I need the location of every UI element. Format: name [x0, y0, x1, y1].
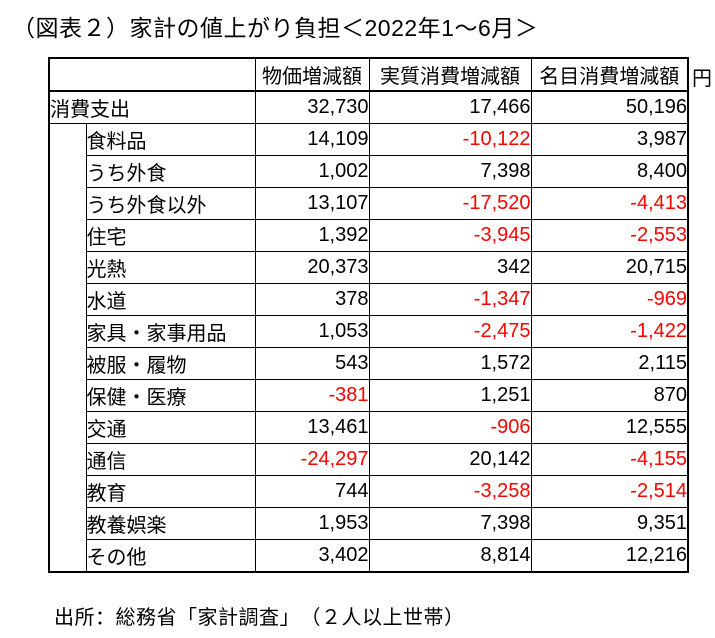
value-cell: 1,002 [254, 155, 370, 188]
value-cell: 12,216 [530, 539, 689, 573]
header-row: 物価増減額 実質消費増減額 名目消費増減額 [48, 57, 689, 92]
corner-cell [48, 57, 256, 92]
value-cell: 1,053 [254, 315, 370, 348]
table-row: 保健・医療 -381 1,251 870 [49, 379, 689, 412]
value-cell: 1,953 [254, 507, 370, 540]
figure-title: （図表２）家計の値上がり負担＜2022年1～6月＞ [12, 15, 539, 41]
table-body: 消費支出 32,730 17,466 50,196 食料品 14,109 -10,122 3,… [48, 90, 689, 573]
table-row: 水道 378 -1,347 -969 [49, 283, 689, 316]
value-cell: 13,107 [254, 187, 370, 220]
value-cell: 1,392 [254, 219, 370, 252]
indent-spacer [48, 123, 87, 573]
row-label: 住宅 [85, 219, 256, 252]
value-cell: -2,475 [368, 315, 532, 348]
value-cell: -24,297 [254, 443, 370, 476]
value-cell: 50,196 [530, 90, 689, 124]
row-label: うち外食以外 [85, 187, 256, 220]
unit-label: 円 [692, 68, 712, 90]
row-label: うち外食 [85, 155, 256, 188]
row-label: 交通 [85, 411, 256, 444]
value-cell: 1,572 [368, 347, 532, 380]
value-cell: 8,400 [530, 155, 689, 188]
value-cell: 7,398 [368, 507, 532, 540]
column-header-nominal: 名目消費増減額 [530, 57, 689, 92]
row-label: 食料品 [85, 123, 256, 156]
value-cell: -4,413 [530, 187, 689, 220]
table-row: 通信 -24,297 20,142 -4,155 [49, 443, 689, 476]
value-cell: 3,987 [530, 123, 689, 156]
value-cell: 1,251 [368, 379, 532, 412]
value-cell: -1,347 [368, 283, 532, 316]
value-cell: 2,115 [530, 347, 689, 380]
value-cell: 9,351 [530, 507, 689, 540]
row-label: 教育 [85, 475, 256, 508]
value-cell: -2,553 [530, 219, 689, 252]
value-cell: 17,466 [368, 90, 532, 124]
value-cell: 342 [368, 251, 532, 284]
value-cell: -906 [368, 411, 532, 444]
column-header-price: 物価増減額 [254, 57, 370, 92]
table-row: その他 3,402 8,814 12,216 [49, 539, 689, 573]
table-row: 住宅 1,392 -3,945 -2,553 [49, 219, 689, 252]
row-label: 水道 [85, 283, 256, 316]
value-cell: 744 [254, 475, 370, 508]
table-container: 物価増減額 実質消費増減額 名目消費増減額 消費支出 32,730 17,466 50… [48, 57, 689, 573]
value-cell: 13,461 [254, 411, 370, 444]
row-label: 光熱 [85, 251, 256, 284]
value-cell: -17,520 [368, 187, 532, 220]
row-label: 保健・医療 [85, 379, 256, 412]
source-note: 出所：総務省「家計調査」 （２人以上世帯） [54, 607, 465, 629]
value-cell: -4,155 [530, 443, 689, 476]
table-row: 交通 13,461 -906 12,555 [49, 411, 689, 444]
value-cell: 3,402 [254, 539, 370, 573]
value-cell: 20,715 [530, 251, 689, 284]
value-cell: -381 [254, 379, 370, 412]
value-cell: 8,814 [368, 539, 532, 573]
table-row: 光熱 20,373 342 20,715 [49, 251, 689, 284]
value-cell: -1,422 [530, 315, 689, 348]
value-cell: 32,730 [254, 90, 370, 124]
table-row: うち外食以外 13,107 -17,520 -4,413 [49, 187, 689, 220]
row-label: 消費支出 [48, 90, 256, 124]
value-cell: 12,555 [530, 411, 689, 444]
data-table: 物価増減額 実質消費増減額 名目消費増減額 消費支出 32,730 17,466 50… [48, 57, 689, 573]
table-row: 教養娯楽 1,953 7,398 9,351 [49, 507, 689, 540]
row-label: 教養娯楽 [85, 507, 256, 540]
table-row: うち外食 1,002 7,398 8,400 [49, 155, 689, 188]
table-row: 被服・履物 543 1,572 2,115 [49, 347, 689, 380]
value-cell: 20,142 [368, 443, 532, 476]
row-label: 被服・履物 [85, 347, 256, 380]
value-cell: -3,258 [368, 475, 532, 508]
column-header-real: 実質消費増減額 [368, 57, 532, 92]
value-cell: -3,945 [368, 219, 532, 252]
value-cell: 20,373 [254, 251, 370, 284]
row-label: その他 [85, 539, 256, 573]
table-row: 教育 744 -3,258 -2,514 [49, 475, 689, 508]
value-cell: 7,398 [368, 155, 532, 188]
value-cell: 543 [254, 347, 370, 380]
value-cell: -2,514 [530, 475, 689, 508]
table-row: 消費支出 32,730 17,466 50,196 [48, 90, 689, 124]
table-row: 家具・家事用品 1,053 -2,475 -1,422 [49, 315, 689, 348]
row-label: 家具・家事用品 [85, 315, 256, 348]
value-cell: -969 [530, 283, 689, 316]
value-cell: 14,109 [254, 123, 370, 156]
value-cell: 870 [530, 379, 689, 412]
value-cell: 378 [254, 283, 370, 316]
table-row: 食料品 14,109 -10,122 3,987 [48, 123, 689, 573]
row-label: 通信 [85, 443, 256, 476]
value-cell: -10,122 [368, 123, 532, 156]
